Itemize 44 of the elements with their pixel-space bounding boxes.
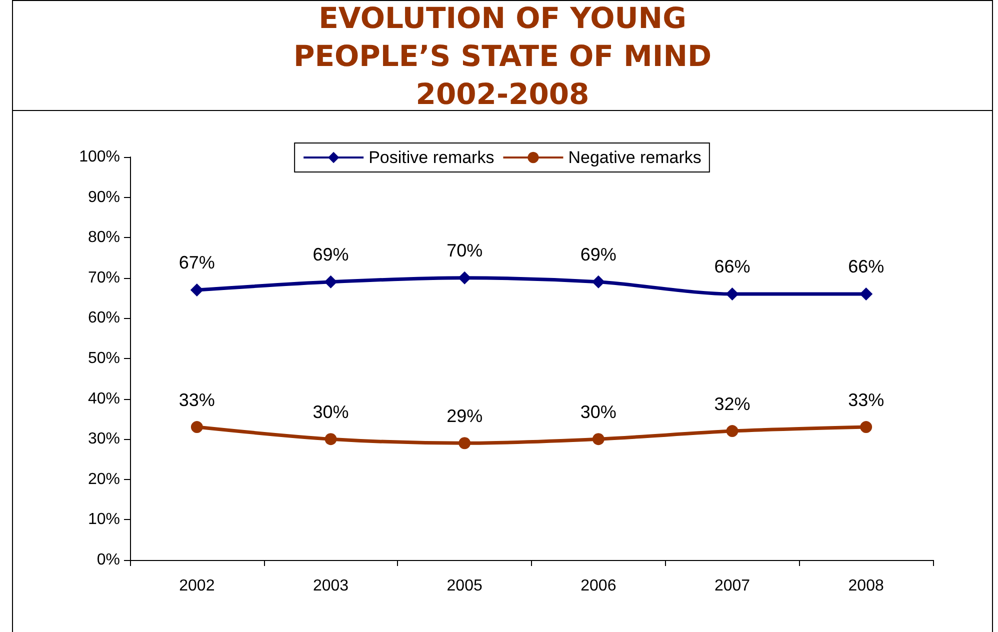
point	[458, 271, 472, 284]
data-label: 30%	[580, 402, 616, 422]
y-tick-label: 10%	[88, 511, 120, 528]
data-label: 67%	[178, 252, 215, 272]
y-tick-label: 70%	[88, 269, 120, 286]
point	[592, 433, 604, 446]
data-label: 32%	[714, 394, 750, 414]
y-tick-label: 100%	[79, 148, 120, 166]
data-label: 33%	[848, 390, 884, 410]
point	[324, 275, 338, 288]
point	[324, 433, 337, 446]
x-tick-label: 2003	[312, 578, 349, 594]
data-label: 33%	[178, 390, 215, 410]
point	[860, 421, 872, 434]
data-label: 69%	[580, 244, 616, 264]
data-label: 30%	[312, 402, 349, 422]
legend-label: Negative remarks	[568, 148, 702, 167]
data-label: 29%	[446, 406, 483, 426]
x-tick-label: 2008	[848, 578, 884, 594]
y-tick-label: 40%	[88, 390, 120, 408]
y-tick-label: 20%	[88, 470, 120, 488]
y-tick-label: 60%	[88, 310, 120, 327]
data-label: 66%	[848, 256, 884, 277]
y-tick-label: 80%	[88, 229, 120, 246]
y-tick-label: 90%	[88, 188, 120, 206]
data-label: 69%	[312, 244, 349, 264]
data-label: 70%	[446, 240, 483, 260]
y-tick-label: 50%	[88, 350, 120, 367]
chart-title: EVOLUTION OF YOUNG PEOPLE’S STATE OF MIND 2002-2008	[292, 0, 713, 112]
point	[726, 425, 738, 438]
x-tick-label: 2006	[580, 578, 616, 594]
point	[726, 288, 739, 301]
point	[190, 283, 204, 296]
y-tick-label: 0%	[96, 552, 120, 568]
x-tick-label: 2002	[179, 578, 215, 594]
y-tick-label: 30%	[88, 430, 120, 448]
legend-label: Positive remarks	[368, 148, 494, 167]
point	[458, 437, 471, 450]
x-tick-label: 2007	[714, 578, 750, 594]
data-label: 66%	[714, 256, 750, 277]
x-tick-label: 2005	[446, 578, 482, 594]
point	[592, 275, 605, 288]
point	[860, 288, 873, 301]
point	[190, 421, 203, 434]
